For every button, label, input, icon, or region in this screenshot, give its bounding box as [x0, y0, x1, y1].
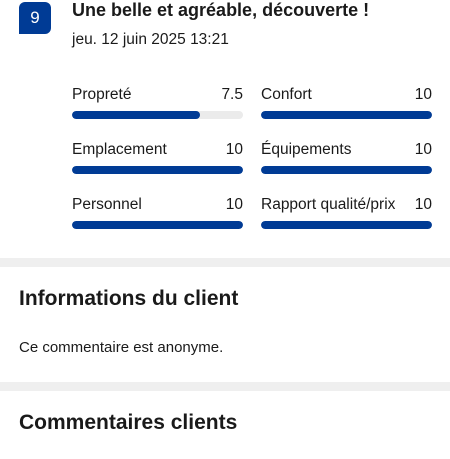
criterion-bar-fill — [72, 221, 243, 229]
criterion-value: 10 — [225, 196, 243, 213]
criterion-bar — [261, 111, 432, 119]
review-date: jeu. 12 juin 2025 13:21 — [72, 31, 229, 48]
criterion-bar-fill — [72, 166, 243, 174]
criterion-bar — [261, 221, 432, 229]
criterion-bar — [72, 221, 243, 229]
criterion-bar-fill — [261, 221, 432, 229]
criterion-value: 7.5 — [221, 86, 243, 103]
criterion-bar-fill — [261, 166, 432, 174]
review-title: Une belle et agréable, découverte ! — [72, 0, 370, 20]
criterion-value: 10 — [225, 141, 243, 158]
criterion-value: 10 — [414, 141, 432, 158]
criterion-bar — [72, 166, 243, 174]
criterion-bar-fill — [72, 111, 201, 119]
criterion-bar-fill — [261, 111, 432, 119]
criterion-label: Personnel — [72, 196, 142, 213]
criterion-label: Équipements — [261, 141, 352, 158]
rating-criteria: Propreté 7.5 Confort 10 Emplacement 10 — [72, 84, 432, 249]
comments-heading: Commentaires clients — [19, 411, 238, 434]
section-divider — [0, 258, 450, 267]
criterion-bar — [72, 111, 243, 119]
comments-section: Commentaires clients — [0, 391, 450, 459]
client-info-text: Ce commentaire est anonyme. — [19, 339, 224, 356]
section-divider — [0, 382, 450, 391]
criterion-equipements: Équipements 10 — [261, 139, 432, 194]
client-info-heading: Informations du client — [19, 287, 239, 310]
client-info-section: Informations du client Ce commentaire es… — [0, 267, 450, 382]
review-card: 9 Une belle et agréable, découverte ! je… — [19, 0, 432, 249]
criterion-proprete: Propreté 7.5 — [72, 84, 243, 139]
criterion-label: Confort — [261, 86, 312, 103]
criterion-confort: Confort 10 — [261, 84, 432, 139]
criterion-personnel: Personnel 10 — [72, 194, 243, 249]
criterion-label: Propreté — [72, 86, 132, 103]
criterion-bar — [261, 166, 432, 174]
criterion-rapport-qualite-prix: Rapport qualité/prix 10 — [261, 194, 432, 249]
review-score-badge: 9 — [19, 2, 51, 34]
criterion-value: 10 — [414, 196, 432, 213]
criterion-label: Rapport qualité/prix — [261, 196, 396, 213]
criterion-label: Emplacement — [72, 141, 167, 158]
criterion-value: 10 — [414, 86, 432, 103]
criterion-emplacement: Emplacement 10 — [72, 139, 243, 194]
